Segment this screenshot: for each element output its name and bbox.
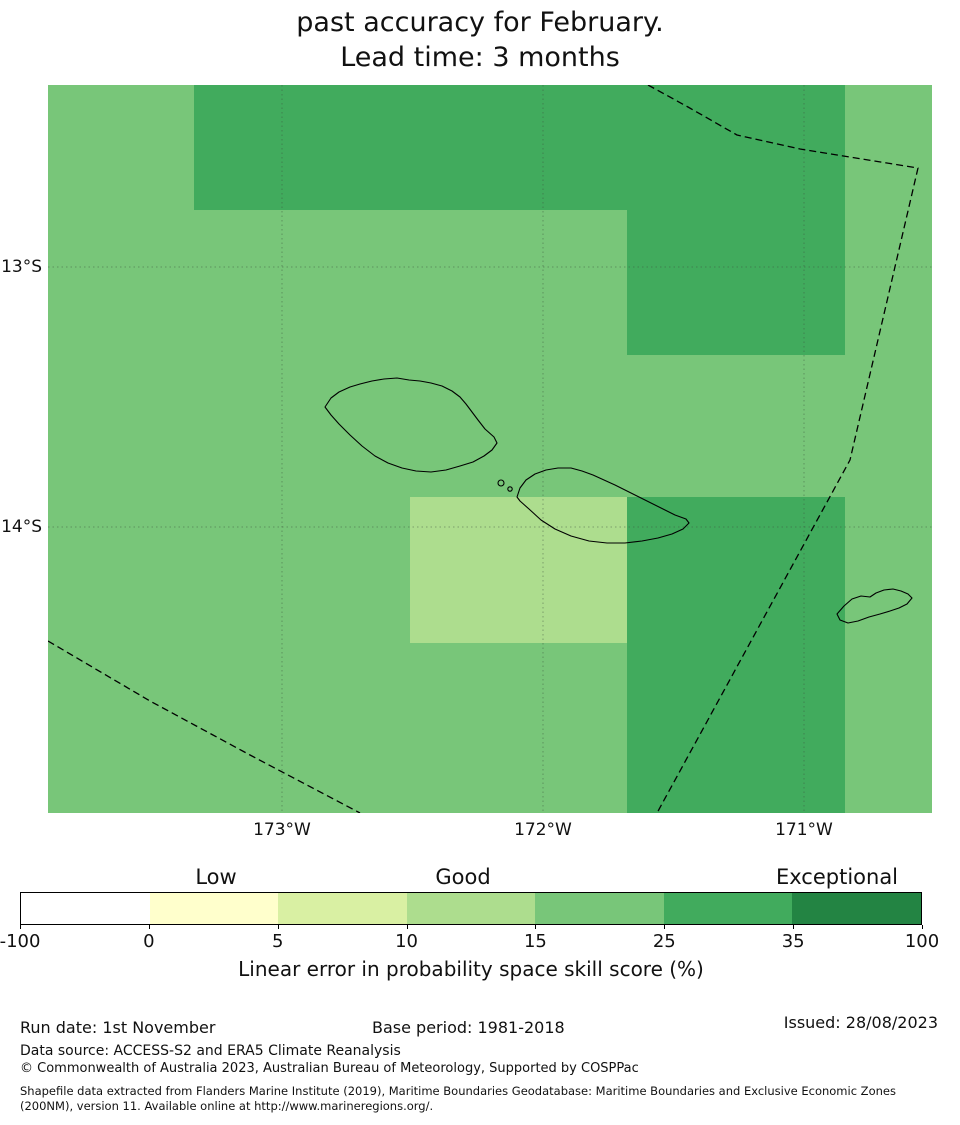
colorbar-segment <box>792 893 922 924</box>
colorbar-tick-mark <box>20 925 21 929</box>
eez-boundary-southwest <box>48 640 361 813</box>
map <box>48 85 932 813</box>
colorbar-tick-label: -100 <box>0 931 41 952</box>
island-outline-savaii <box>324 377 498 473</box>
colorbar-axis-label: Linear error in probability space skill … <box>238 957 704 981</box>
islet-apolima <box>497 479 505 487</box>
colorbar-tick-mark <box>535 925 537 929</box>
figure-title-line-1: past accuracy for February. <box>296 7 664 38</box>
colorbar-tick-label: 10 <box>395 931 419 952</box>
colorbar-segment <box>21 893 150 924</box>
colorbar-tick-mark <box>922 925 923 929</box>
island-outline-tutuila <box>836 588 913 624</box>
map-cell-northeast-block <box>627 210 845 355</box>
colorbar-tick-label: 15 <box>523 931 547 952</box>
colorbar-segment <box>406 893 536 924</box>
colorbar-ticks: -100 0 5 10 15 25 35 100 <box>0 925 939 959</box>
colorbar-tick-mark <box>148 925 150 929</box>
colorbar-tick-mark <box>793 925 795 929</box>
map-overlay <box>48 85 932 813</box>
copyright-text: © Commonwealth of Australia 2023, Austra… <box>20 1061 639 1076</box>
x-axis-tick-172w: 172°W <box>514 820 572 840</box>
colorbar-tick-label: 25 <box>652 931 676 952</box>
colorbar-category-exceptional: Exceptional <box>775 865 899 889</box>
y-axis-tick-14s: 14°S <box>1 517 42 537</box>
colorbar-category-low: Low <box>195 865 237 889</box>
colorbar-segment <box>149 893 279 924</box>
run-date-text: Run date: 1st November <box>20 1018 216 1037</box>
island-outline-upolu <box>516 467 690 544</box>
colorbar-tick-mark <box>664 925 666 929</box>
colorbar-tick-label: 0 <box>143 931 155 952</box>
colorbar-category-good: Good <box>435 865 491 889</box>
x-axis-tick-171w: 171°W <box>775 820 833 840</box>
base-period-text: Base period: 1981-2018 <box>372 1018 565 1037</box>
colorbar-segment <box>663 893 793 924</box>
x-axis-tick-173w: 173°W <box>253 820 311 840</box>
colorbar-tick-mark <box>406 925 408 929</box>
colorbar <box>20 892 922 925</box>
map-cell-south-central-cell <box>410 497 627 643</box>
colorbar-segment <box>535 893 664 924</box>
colorbar-segment <box>278 893 407 924</box>
figure-title-line-2: Lead time: 3 months <box>340 42 620 73</box>
y-axis-tick-13s: 13°S <box>1 257 42 277</box>
colorbar-tick-label: 35 <box>781 931 805 952</box>
colorbar-tick-label: 100 <box>904 931 940 952</box>
shapefile-note-text: Shapefile data extracted from Flanders M… <box>20 1084 896 1113</box>
map-cell-southeast-block <box>627 497 845 813</box>
data-source-text: Data source: ACCESS-S2 and ERA5 Climate … <box>20 1043 401 1059</box>
map-cell-north-block <box>194 85 845 210</box>
islet-manono <box>507 486 513 492</box>
colorbar-tick-label: 5 <box>271 931 284 952</box>
colorbar-tick-mark <box>277 925 279 929</box>
issued-date-text: Issued: 28/08/2023 <box>783 1013 938 1032</box>
eez-boundary-east <box>647 85 919 813</box>
map-cells <box>48 85 932 813</box>
